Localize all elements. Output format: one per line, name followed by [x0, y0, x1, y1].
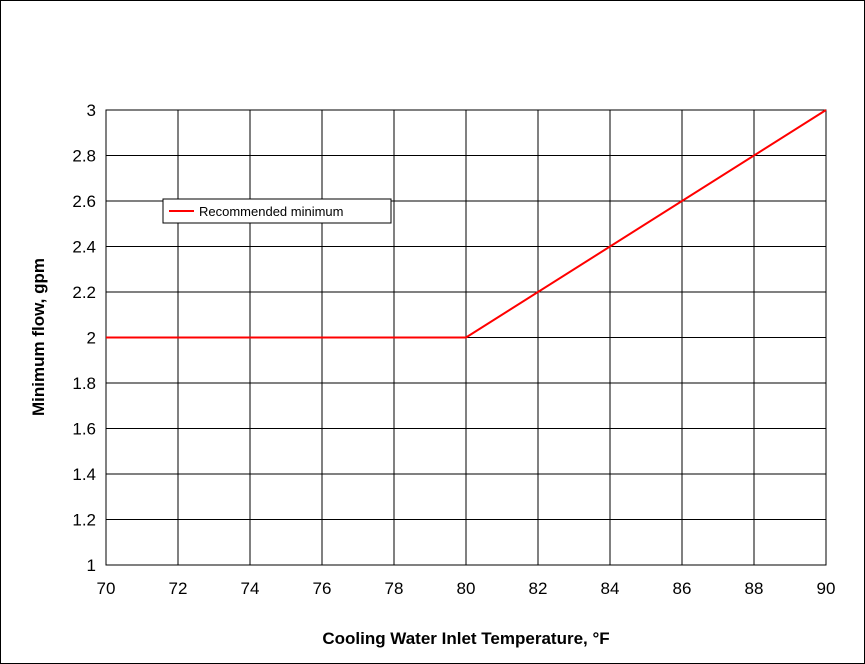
x-tick-label: 80 [457, 579, 476, 598]
y-tick-labels: 1 1.2 1.4 1.6 1.8 2 2.2 2.4 2.6 2.8 3 [72, 101, 96, 575]
y-tick-label: 1 [87, 556, 96, 575]
x-tick-label: 72 [169, 579, 188, 598]
legend: Recommended minimum [162, 198, 392, 224]
y-tick-label: 2.6 [72, 192, 96, 211]
y-tick-label: 2.2 [72, 283, 96, 302]
x-tick-label: 76 [313, 579, 332, 598]
x-tick-labels: 70 72 74 76 78 80 82 84 86 88 90 [97, 579, 836, 598]
x-axis-title: Cooling Water Inlet Temperature, °F [322, 629, 609, 648]
y-tick-label: 2.8 [72, 147, 96, 166]
x-tick-label: 90 [817, 579, 836, 598]
legend-box [162, 198, 392, 224]
y-axis-title: Minimum flow, gpm [29, 258, 48, 416]
series-line-recommended-minimum [106, 109, 827, 339]
y-tick-label: 1.8 [72, 374, 96, 393]
y-tick-label: 2 [87, 329, 96, 348]
x-tick-label: 82 [529, 579, 548, 598]
x-tick-label: 70 [97, 579, 116, 598]
y-tick-label: 3 [87, 101, 96, 120]
x-tick-label: 88 [745, 579, 764, 598]
x-tick-label: 74 [241, 579, 260, 598]
x-tick-label: 78 [385, 579, 404, 598]
y-tick-label: 1.2 [72, 511, 96, 530]
y-tick-label: 2.4 [72, 238, 96, 257]
x-tick-label: 86 [673, 579, 692, 598]
y-tick-label: 1.4 [72, 465, 96, 484]
legend-label-recommended-minimum: Recommended minimum [199, 204, 344, 219]
y-tick-label: 1.6 [72, 420, 96, 439]
x-tick-label: 84 [601, 579, 620, 598]
series-layer [106, 109, 827, 339]
